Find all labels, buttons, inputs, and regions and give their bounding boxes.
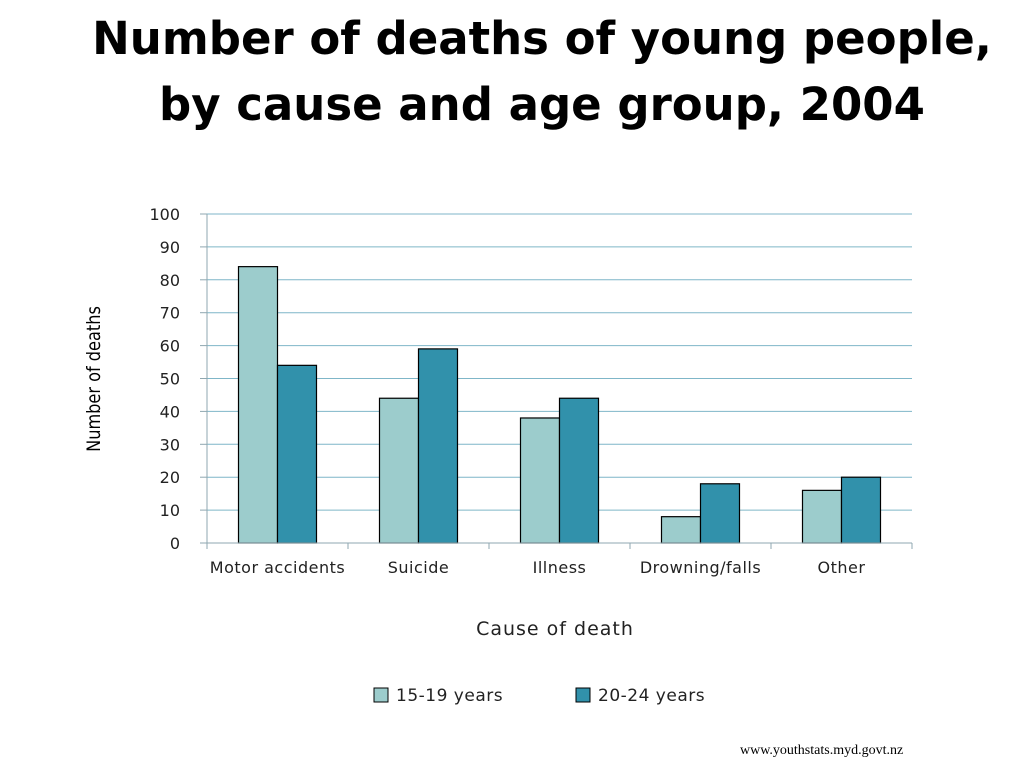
axes <box>200 213 913 549</box>
bar-20-24-years <box>558 397 600 544</box>
x-tick-label: Suicide <box>388 558 449 577</box>
x-tick-label: Motor accidents <box>210 558 345 577</box>
slide-title: Number of deaths of young people, by cau… <box>0 6 1024 138</box>
bar-20-24-years <box>276 364 318 544</box>
bar-15-19-years <box>801 489 843 544</box>
title-line-2: by cause and age group, 2004 <box>159 78 925 131</box>
bars <box>237 266 882 544</box>
bar-15-19-years <box>237 266 279 544</box>
bar-15-19-years <box>378 397 420 544</box>
y-tick-label: 10 <box>160 501 180 520</box>
legend: 15-19 years 20-24 years <box>373 686 705 706</box>
y-tick-label: 100 <box>149 205 180 224</box>
y-axis-title: Number of deaths <box>84 306 106 452</box>
axis-labels: 0 10 20 30 40 50 60 70 80 90 100 Motor accidents Sui… <box>84 205 866 640</box>
legend-label: 20-24 years <box>598 686 705 706</box>
x-tick-label: Drowning/falls <box>640 558 761 577</box>
y-tick-label: 50 <box>160 370 180 389</box>
y-tick-label: 80 <box>160 271 180 290</box>
bar-15-19-years <box>519 417 561 544</box>
bar-20-24-years <box>699 483 741 544</box>
y-tick-label: 60 <box>160 337 180 356</box>
y-tick-label: 20 <box>160 468 180 487</box>
legend-label: 15-19 years <box>396 686 503 706</box>
y-tick-label: 40 <box>160 402 180 421</box>
y-tick-label: 70 <box>160 304 180 323</box>
title-line-1: Number of deaths of young people, <box>92 12 992 65</box>
bar-20-24-years <box>417 348 459 544</box>
y-tick-label: 0 <box>170 534 180 553</box>
bar-20-24-years <box>840 476 882 544</box>
y-tick-label: 90 <box>160 238 180 257</box>
legend-swatch <box>575 687 591 703</box>
legend-swatch <box>373 687 389 703</box>
x-tick-label: Other <box>818 558 866 577</box>
x-tick-label: Illness <box>533 558 587 577</box>
x-axis-title: Cause of death <box>476 618 634 640</box>
bar-15-19-years <box>660 516 702 544</box>
source-credit: www.youthstats.myd.govt.nz <box>740 743 904 758</box>
y-tick-label: 30 <box>160 435 180 454</box>
